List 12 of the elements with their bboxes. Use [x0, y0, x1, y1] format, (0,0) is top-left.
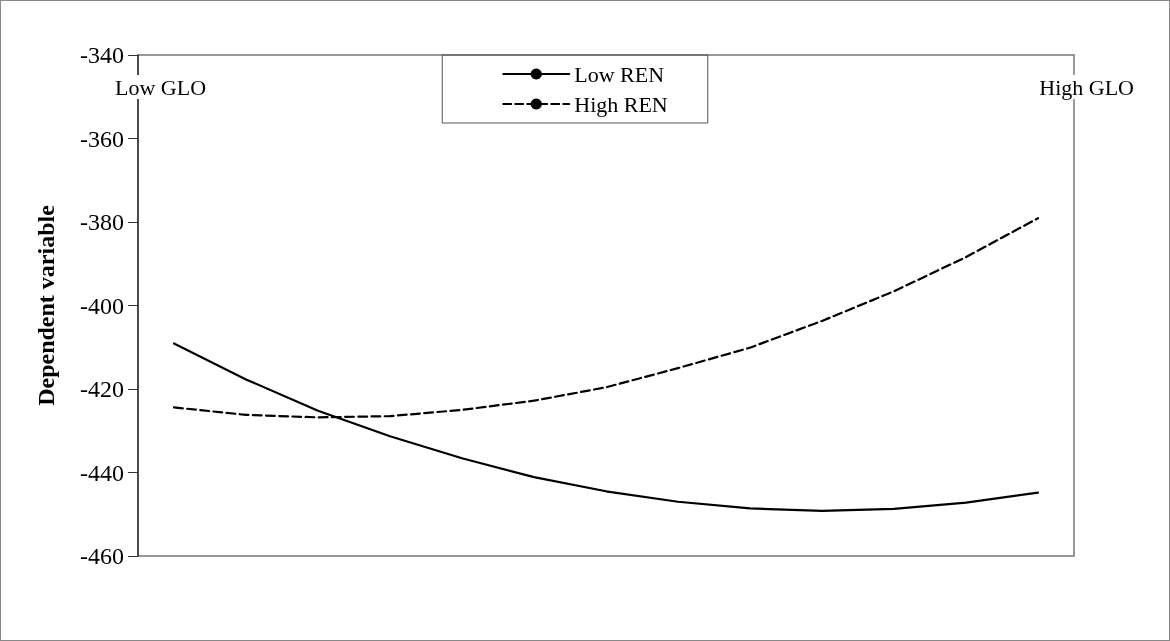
y-tick-label: -460	[80, 543, 124, 569]
y-tick-label: -400	[80, 292, 124, 319]
annotation: Low GLO	[115, 74, 207, 100]
legend-label: High REN	[574, 91, 668, 117]
legend-label: Low REN	[574, 61, 665, 87]
y-axis-title: Dependent variable	[33, 204, 59, 406]
y-tick-label: -340	[80, 42, 124, 68]
y-tick-label: -380	[80, 209, 124, 235]
annotation: High GLO	[1039, 74, 1134, 100]
y-tick-label: -440	[80, 459, 124, 486]
y-tick-label: -420	[80, 376, 124, 402]
y-tick-label: -360	[80, 125, 124, 152]
